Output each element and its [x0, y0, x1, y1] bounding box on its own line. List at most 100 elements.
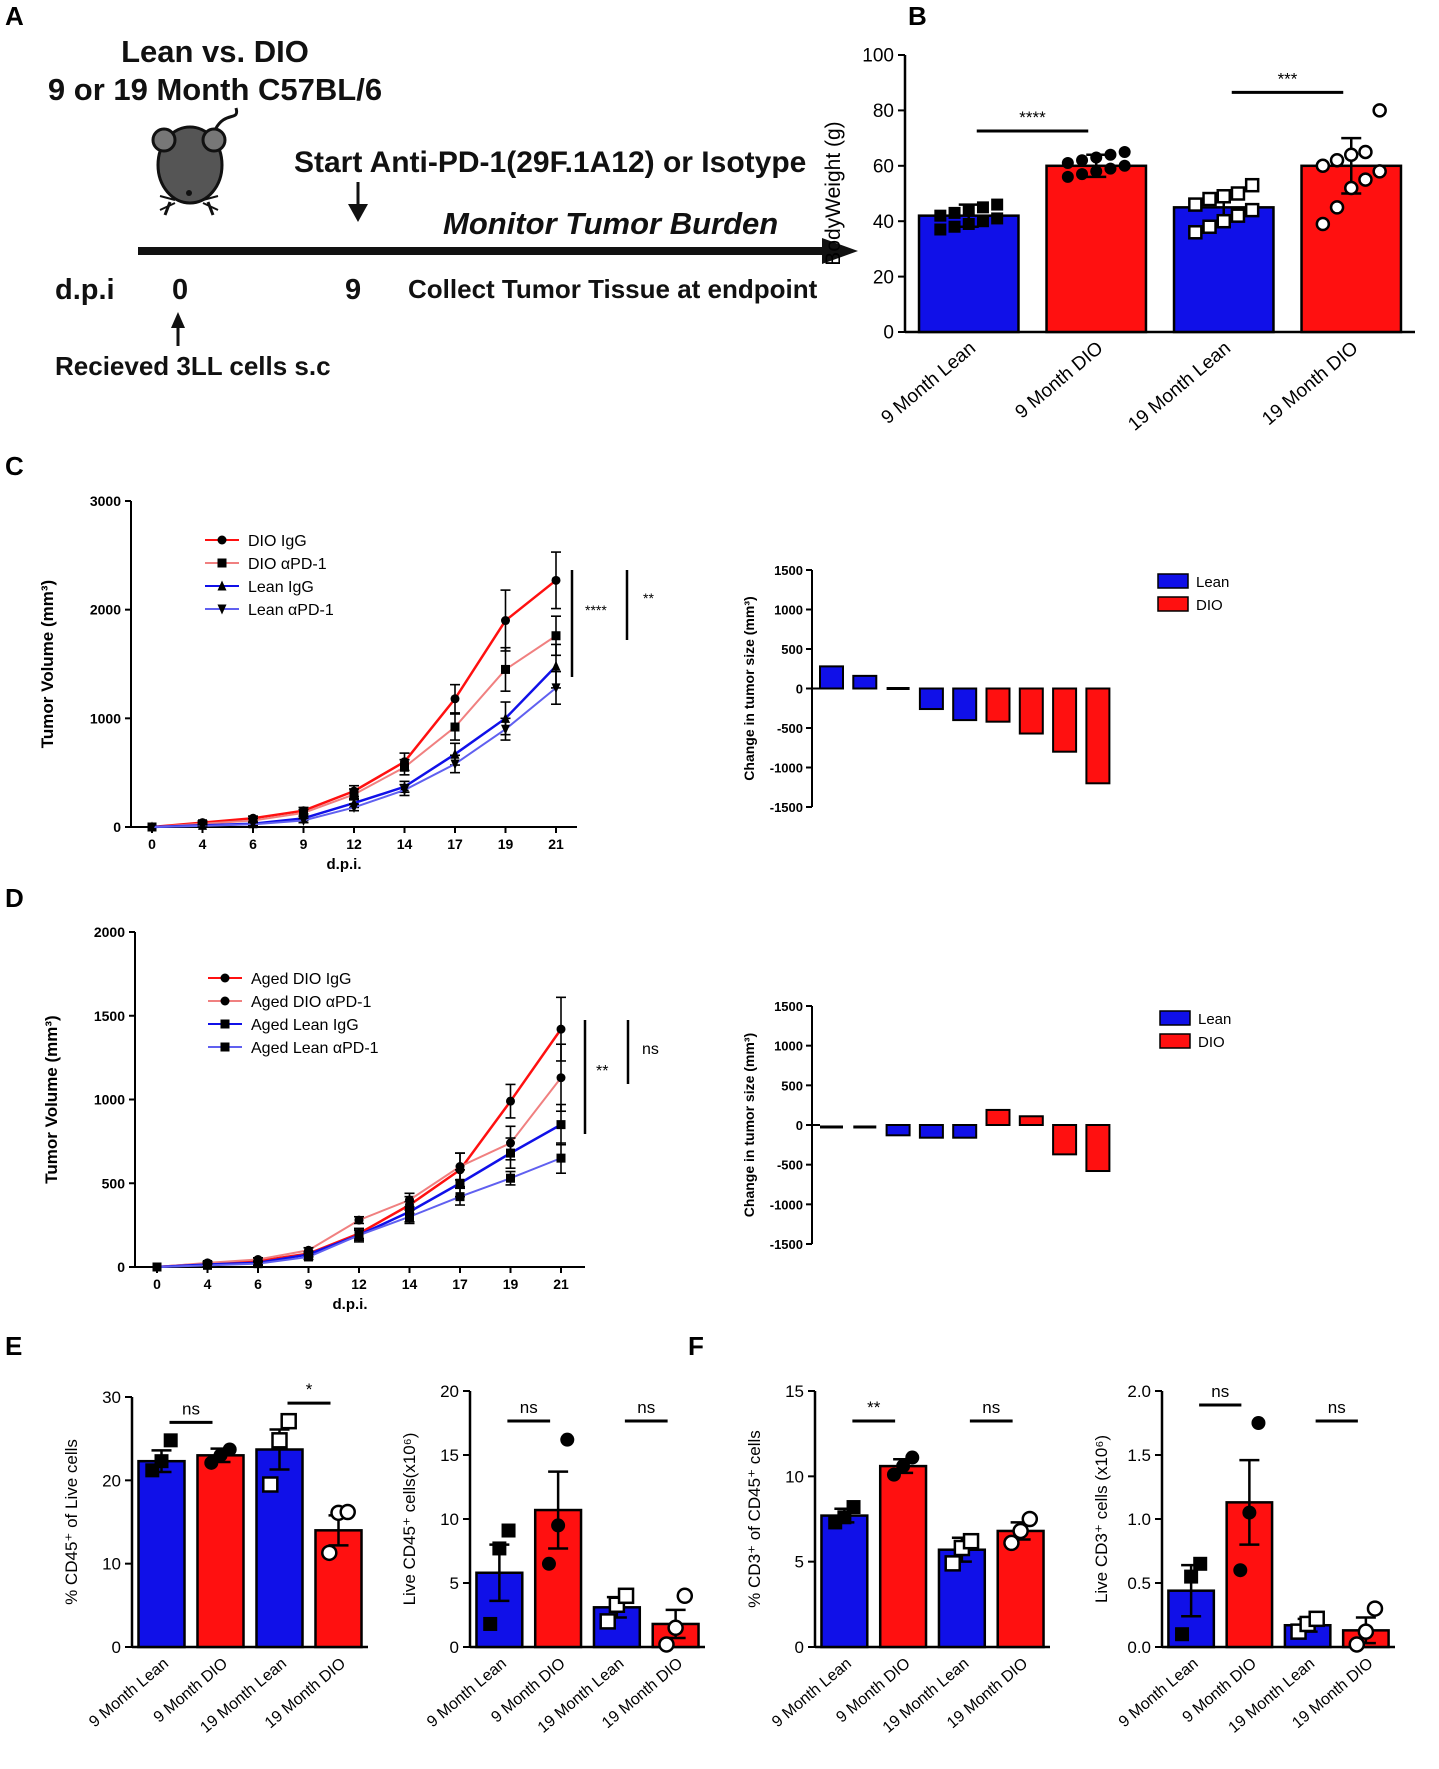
- data-point: [846, 1500, 861, 1515]
- legend-label: Lean IgG: [248, 579, 314, 596]
- y-tick-label: 0: [450, 1638, 459, 1657]
- legend-swatch: [1159, 1010, 1191, 1026]
- legend-label: DIO IgG: [248, 533, 307, 550]
- series-line: [156, 1123, 562, 1269]
- chart-b-bodyweight: 0 20 40 60 80 100 BodyWeight (g) 9 Month Lean 9 …: [822, 46, 1415, 435]
- category-label: 9 Month DIO: [1011, 338, 1107, 423]
- day-0-label: 0: [172, 274, 188, 306]
- data-point: [1242, 1505, 1257, 1520]
- x-axis-label: d.p.i.: [327, 856, 362, 873]
- chart-d-waterfall: 1500 1000 500 0 -500 -1000 -1500 Change in tumo…: [741, 999, 1231, 1252]
- y-tick-label: 0: [117, 1259, 125, 1275]
- bar: [918, 1124, 944, 1139]
- chart-c-waterfall: 1500 1000 500 0 -500 -1000 -1500 Change in tumo…: [741, 563, 1229, 815]
- data-point: [450, 694, 460, 704]
- data-point: [405, 1212, 414, 1222]
- data-point: [556, 1153, 566, 1163]
- data-point: [556, 1073, 566, 1083]
- data-point: [217, 604, 227, 615]
- bar: [878, 1464, 928, 1649]
- legend-label: Aged DIO IgG: [251, 971, 352, 988]
- bar: [820, 1514, 869, 1649]
- legend-label: Aged Lean αPD-1: [251, 1040, 379, 1057]
- significance-label: **: [867, 1398, 881, 1417]
- y-tick-label: 500: [102, 1175, 126, 1191]
- schematic-title-2: 9 or 19 Month C57BL/6: [48, 72, 382, 107]
- data-point: [541, 1556, 556, 1571]
- significance-label: ns: [642, 1041, 659, 1058]
- bar: [1085, 1124, 1111, 1173]
- data-point: [220, 996, 230, 1006]
- y-tick-label: 1000: [94, 1092, 125, 1108]
- y-tick-label: -1000: [770, 761, 803, 776]
- category-label: 19 Month DIO: [1258, 338, 1362, 430]
- x-tick-label: 17: [452, 1276, 468, 1292]
- category-label: 9 Month Lean: [877, 338, 980, 429]
- y-tick-label: 20: [440, 1382, 459, 1401]
- x-tick-label: 9: [305, 1276, 313, 1292]
- y-tick-label: 500: [781, 1078, 803, 1093]
- data-point: [198, 821, 207, 832]
- data-point: [248, 819, 258, 830]
- data-point: [896, 1459, 911, 1474]
- x-tick-label: 4: [199, 836, 207, 852]
- y-tick-label: 60: [873, 156, 894, 177]
- bar: [196, 1454, 245, 1649]
- data-point: [280, 1412, 297, 1430]
- data-point: [1061, 157, 1074, 170]
- data-point: [321, 1544, 338, 1562]
- x-tick-label: 14: [397, 836, 413, 852]
- y-tick-label: 20: [102, 1471, 121, 1490]
- y-tick-label: 2.0: [1127, 1382, 1151, 1401]
- data-point: [1244, 202, 1260, 218]
- data-point: [1175, 1627, 1190, 1642]
- x-tick-label: 14: [402, 1276, 418, 1292]
- data-point: [220, 1042, 230, 1052]
- significance-label: ****: [1019, 108, 1046, 127]
- data-point: [1344, 180, 1359, 196]
- y-tick-label: 5: [795, 1553, 804, 1572]
- y-tick-label: 10: [785, 1467, 804, 1486]
- y-tick-label: 1500: [774, 563, 803, 578]
- bar: [314, 1529, 363, 1649]
- bar: [918, 687, 944, 711]
- injection-arrow-head: [171, 312, 185, 328]
- legend-swatch: [1157, 596, 1189, 612]
- data-point: [1308, 1610, 1325, 1628]
- panel-letter-a: A: [5, 1, 24, 31]
- panel-letter-f: F: [688, 1331, 704, 1361]
- x-tick-label: 6: [249, 836, 257, 852]
- bar: [1052, 1124, 1078, 1156]
- significance-label: ***: [1278, 69, 1298, 88]
- significance-label: ns: [982, 1398, 1000, 1417]
- x-tick-label: 19: [503, 1276, 519, 1292]
- data-point: [1315, 158, 1331, 174]
- timeline-axis: [138, 247, 828, 255]
- data-point: [1202, 191, 1217, 207]
- y-axis-label: Live CD3⁺ cells (x10⁶): [1092, 1435, 1111, 1603]
- bar: [1045, 164, 1148, 334]
- mouse-icon: [151, 107, 239, 216]
- data-point: [349, 789, 359, 799]
- y-tick-label: 2000: [94, 924, 125, 940]
- data-point: [483, 1616, 498, 1631]
- legend-label: DIO: [1196, 597, 1223, 614]
- x-tick-label: 19: [498, 836, 514, 852]
- y-tick-label: 0: [796, 682, 803, 697]
- data-point: [501, 664, 510, 674]
- bar: [1085, 687, 1111, 785]
- y-tick-label: -500: [777, 721, 803, 736]
- data-point: [658, 1636, 675, 1653]
- data-point: [1244, 177, 1260, 193]
- data-point: [676, 1587, 694, 1605]
- data-point: [253, 1259, 263, 1269]
- bar: [885, 1124, 911, 1137]
- data-point: [962, 1532, 980, 1550]
- data-point: [551, 631, 561, 641]
- y-tick-label: -1500: [770, 1237, 803, 1252]
- collect-label: Collect Tumor Tissue at endpoint: [408, 274, 818, 304]
- y-axis-label: Tumor Volume (mm³): [38, 580, 57, 748]
- data-point: [501, 724, 510, 735]
